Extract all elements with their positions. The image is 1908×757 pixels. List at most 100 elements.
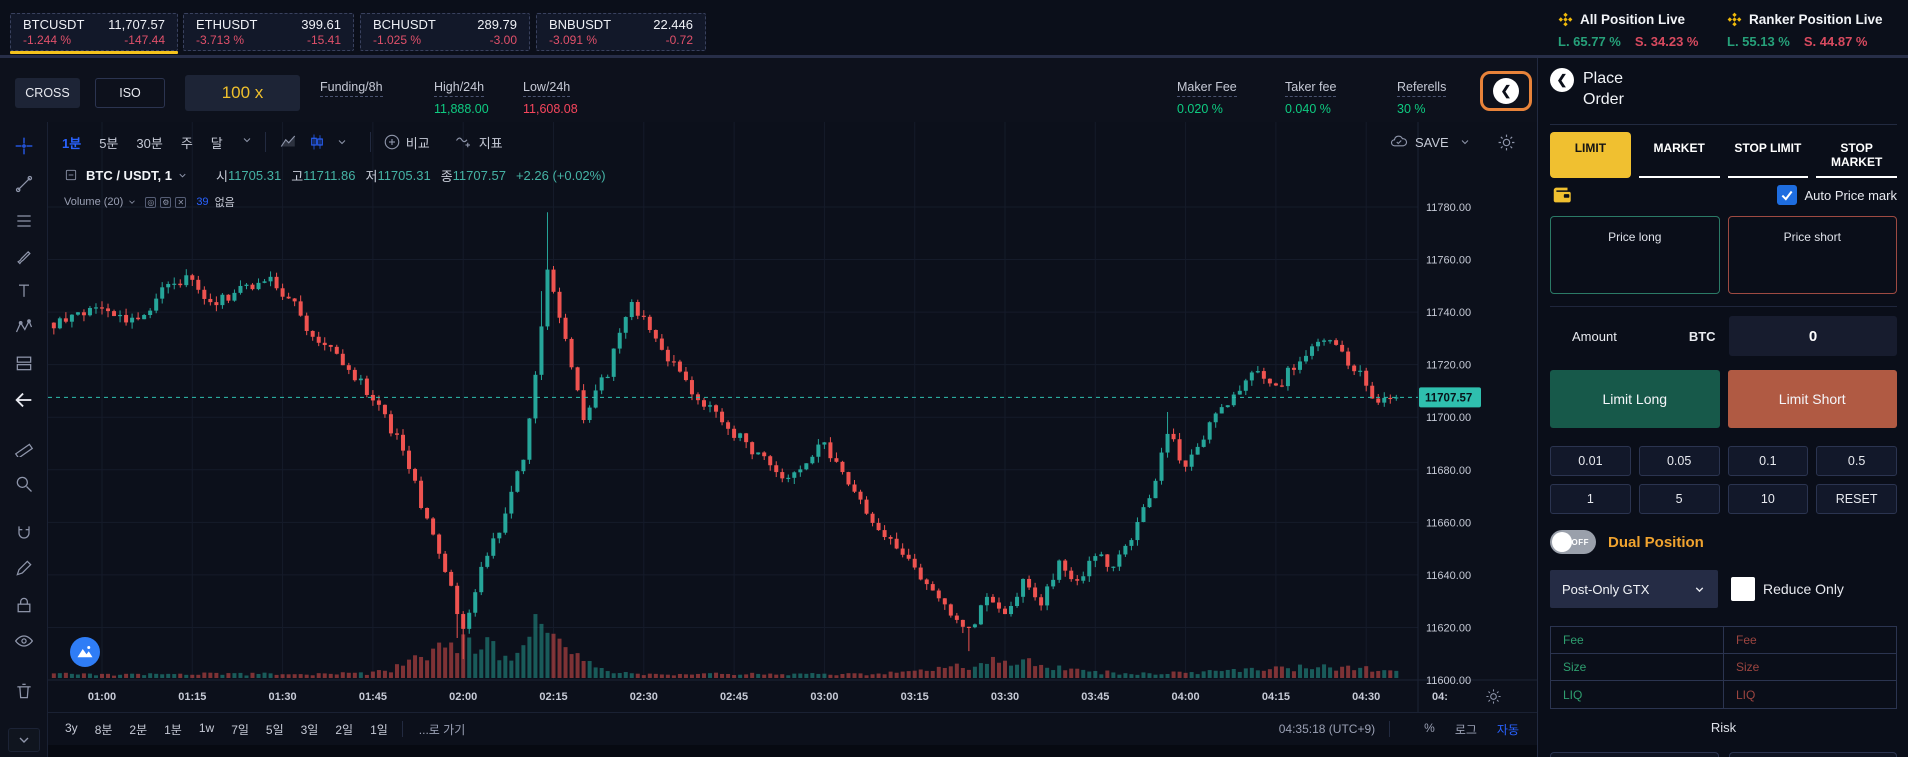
volume-study-label[interactable]: Volume (20) bbox=[64, 196, 124, 208]
chevron-down-icon[interactable] bbox=[127, 197, 137, 207]
arrow-left-icon[interactable] bbox=[12, 388, 36, 412]
deposit-button[interactable]: DEPOSIT bbox=[1550, 752, 1719, 757]
referral-label: Referells bbox=[1397, 80, 1447, 97]
qty-0.1[interactable]: 0.1 bbox=[1727, 446, 1809, 476]
reduce-only-checkbox[interactable] bbox=[1731, 577, 1755, 601]
timeframe-주[interactable]: 주 bbox=[180, 135, 193, 151]
chart-canvas[interactable]: 11780.00 11760.00 11740.00 11720.00 11700.00… bbox=[48, 122, 1537, 712]
range-1일[interactable]: 1일 bbox=[370, 722, 388, 737]
qty-0.5[interactable]: 0.5 bbox=[1816, 446, 1897, 476]
qty-0.05[interactable]: 0.05 bbox=[1638, 446, 1720, 476]
tab-limit[interactable]: LIMIT bbox=[1550, 132, 1631, 178]
long-short-position-icon[interactable] bbox=[12, 351, 36, 375]
timeframe-30분[interactable]: 30분 bbox=[136, 135, 163, 151]
ticker-bnbusdt[interactable]: BNBUSDT 22.446 -3.091 % -0.72 bbox=[536, 13, 706, 51]
xabcd-pattern-icon[interactable] bbox=[12, 315, 36, 339]
auto-price-checkbox[interactable] bbox=[1776, 185, 1797, 205]
amount-input[interactable]: 0 bbox=[1729, 316, 1897, 356]
indicators-button[interactable]: 지표 bbox=[454, 133, 503, 152]
fib-retracement-icon[interactable] bbox=[12, 209, 36, 233]
cross-margin-button[interactable]: CROSS bbox=[15, 78, 80, 108]
back-chevron-icon[interactable]: ❮ bbox=[1550, 68, 1574, 92]
price-long-label: Price long bbox=[1608, 230, 1662, 244]
transfer-button[interactable]: TRANSFER bbox=[1728, 752, 1897, 757]
ticker-bchusdt[interactable]: BCHUSDT 289.79 -1.025 % -3.00 bbox=[360, 13, 530, 51]
axis-settings-gear-icon[interactable] bbox=[1485, 688, 1502, 710]
edit-pencil-icon[interactable] bbox=[12, 556, 36, 580]
ruler-icon[interactable] bbox=[12, 435, 36, 459]
lock-icon[interactable] bbox=[12, 593, 36, 617]
chevron-down-icon[interactable] bbox=[1459, 136, 1471, 148]
study-settings-icon[interactable]: ⚙ bbox=[160, 196, 172, 208]
qty-1[interactable]: 1 bbox=[1550, 484, 1631, 514]
range-5일[interactable]: 5일 bbox=[265, 722, 284, 737]
range-2일[interactable]: 2일 bbox=[335, 722, 354, 737]
dual-position-toggle[interactable]: OFF bbox=[1550, 530, 1596, 554]
qty-10[interactable]: 10 bbox=[1727, 484, 1809, 514]
chart-settings-gear-icon[interactable] bbox=[1497, 133, 1516, 152]
goto-date-button[interactable]: ...로 가기 bbox=[418, 722, 466, 737]
brush-icon[interactable] bbox=[12, 244, 36, 268]
range-3y[interactable]: 3y bbox=[65, 720, 78, 735]
trash-icon[interactable] bbox=[12, 679, 36, 703]
mountain-camera-icon[interactable] bbox=[70, 637, 100, 667]
clock[interactable]: 04:35:18 (UTC+9) bbox=[1278, 722, 1376, 736]
compare-button[interactable]: 비교 bbox=[383, 133, 430, 152]
indicators-label: 지표 bbox=[478, 135, 503, 151]
stat-short-fee: Fee bbox=[1736, 633, 1757, 647]
text-tool-icon[interactable] bbox=[12, 279, 36, 303]
range-1분[interactable]: 1분 bbox=[164, 722, 182, 737]
chart-symbol[interactable]: BTC / USDT, 1 bbox=[86, 167, 172, 183]
eye-icon[interactable] bbox=[12, 629, 36, 653]
magnet-icon[interactable] bbox=[12, 521, 36, 545]
range-3일[interactable]: 3일 bbox=[300, 722, 319, 737]
save-button[interactable]: SAVE bbox=[1388, 133, 1449, 151]
range-1w[interactable]: 1w bbox=[198, 720, 215, 735]
candlestick-style-icon[interactable] bbox=[308, 132, 326, 152]
chevron-down-icon[interactable] bbox=[241, 133, 253, 151]
price-short-label: Price short bbox=[1783, 230, 1841, 244]
short-ratio: S. 44.87 % bbox=[1803, 34, 1868, 49]
tab-stop-market[interactable]: STOP MARKET bbox=[1816, 132, 1897, 178]
scale-mode-1[interactable]: 로그 bbox=[1454, 722, 1477, 737]
crosshair-icon[interactable] bbox=[12, 134, 36, 158]
ticker-btcusdt[interactable]: BTCUSDT 11,707.57 -1.244 % -147.44 bbox=[10, 13, 178, 51]
range-2분[interactable]: 2분 bbox=[129, 722, 148, 737]
study-visibility-icon[interactable]: ◎ bbox=[145, 196, 157, 208]
scale-mode-2[interactable]: 자동 bbox=[1496, 722, 1519, 737]
position-live-ranker[interactable]: Ranker Position Live L. 55.13 % S. 44.87… bbox=[1727, 12, 1883, 49]
chevron-down-icon[interactable] bbox=[177, 170, 188, 181]
wallet-actions: DEPOSIT TRANSFER bbox=[1550, 752, 1897, 757]
range-7일[interactable]: 7일 bbox=[231, 722, 249, 737]
chevron-down-icon[interactable] bbox=[336, 136, 348, 148]
study-remove-icon[interactable]: ✕ bbox=[175, 196, 187, 208]
zoom-icon[interactable] bbox=[12, 472, 36, 496]
timeframe-5분[interactable]: 5분 bbox=[99, 135, 119, 151]
order-panel-header: ❮ Place Order bbox=[1550, 68, 1897, 110]
tab-market[interactable]: MARKET bbox=[1638, 132, 1720, 178]
order-type-select[interactable]: Post-Only GTX bbox=[1550, 570, 1718, 608]
panel-collapse-button[interactable]: ❮ bbox=[1480, 71, 1532, 111]
timeframe-달[interactable]: 달 bbox=[210, 135, 223, 151]
leverage-button[interactable]: 100 x bbox=[185, 75, 300, 111]
wallet-icon[interactable] bbox=[1550, 184, 1574, 206]
qty-0.01[interactable]: 0.01 bbox=[1550, 446, 1631, 476]
range-8분[interactable]: 8분 bbox=[94, 722, 113, 737]
collapse-legend-icon[interactable] bbox=[64, 168, 78, 182]
trendline-icon[interactable] bbox=[12, 172, 36, 196]
tab-stop-limit[interactable]: STOP LIMIT bbox=[1727, 132, 1809, 178]
toolbar-collapse-button[interactable] bbox=[8, 728, 40, 752]
position-live-all[interactable]: All Position Live L. 65.77 % S. 34.23 % bbox=[1558, 12, 1698, 49]
qty-reset[interactable]: RESET bbox=[1816, 484, 1897, 514]
price-short-input[interactable]: Price short bbox=[1727, 216, 1897, 294]
ticker-ethusdt[interactable]: ETHUSDT 399.61 -3.713 % -15.41 bbox=[183, 13, 354, 51]
timeframe-1분[interactable]: 1분 bbox=[62, 135, 82, 151]
scale-mode-0[interactable]: % bbox=[1424, 720, 1435, 735]
svg-text:11600.00: 11600.00 bbox=[1426, 675, 1471, 687]
isolated-margin-button[interactable]: ISO bbox=[95, 78, 165, 108]
area-chart-style-icon[interactable] bbox=[278, 133, 298, 151]
limit-short-button[interactable]: Limit Short bbox=[1727, 370, 1897, 428]
qty-5[interactable]: 5 bbox=[1638, 484, 1720, 514]
price-long-input[interactable]: Price long bbox=[1550, 216, 1720, 294]
limit-long-button[interactable]: Limit Long bbox=[1550, 370, 1720, 428]
